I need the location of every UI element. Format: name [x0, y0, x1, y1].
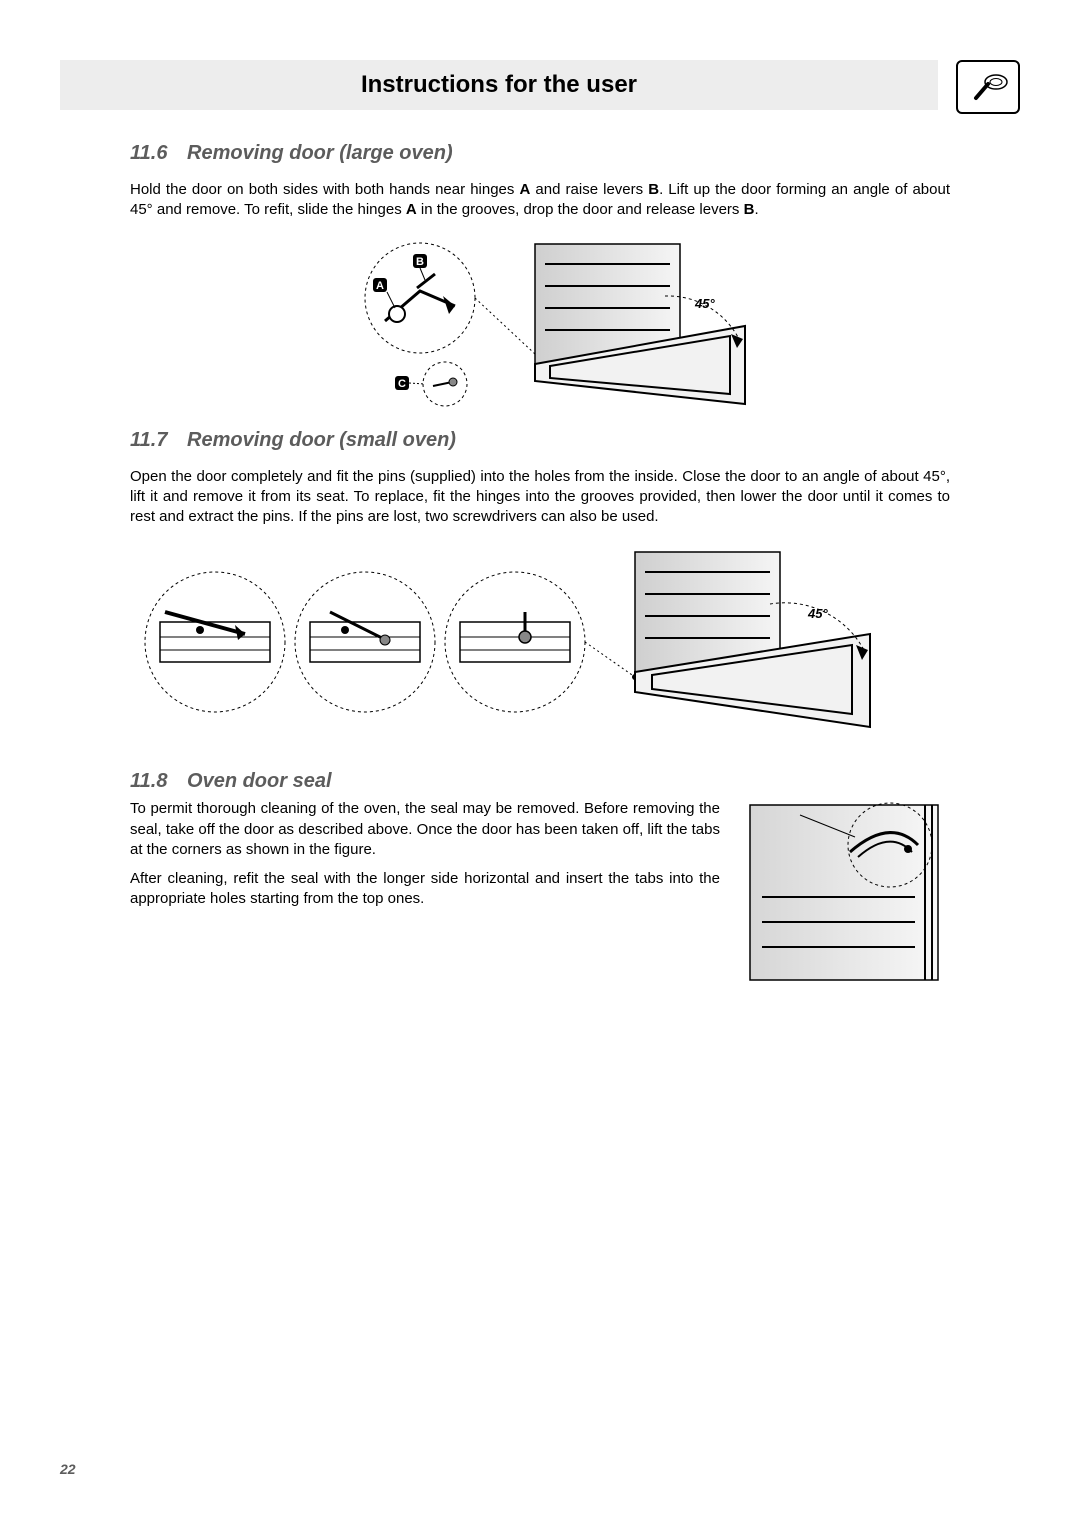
- section-11-8-text-2: After cleaning, refit the seal with the …: [130, 869, 720, 910]
- section-title: Oven door seal: [187, 770, 332, 792]
- section-heading-11-8: 11.8 Oven door seal: [130, 770, 950, 793]
- section-title: Removing door (large oven): [187, 142, 453, 164]
- section-11-8-text-1: To permit thorough cleaning of the oven,…: [130, 799, 720, 860]
- label-b: B: [416, 256, 424, 268]
- section-heading-11-6: 11.6 Removing door (large oven): [130, 142, 950, 165]
- section-number: 11.7: [130, 429, 167, 451]
- page-content: 11.6 Removing door (large oven) Hold the…: [60, 142, 1020, 987]
- section-title: Removing door (small oven): [187, 429, 456, 451]
- section-11-7-text: Open the door completely and fit the pin…: [130, 467, 950, 528]
- figure-11-8: [740, 797, 950, 987]
- label-c: C: [398, 378, 406, 390]
- manual-page: Instructions for the user 11.6 Removing …: [0, 0, 1080, 1527]
- instructions-oven-icon: [956, 60, 1020, 114]
- angle-label-2: 45°: [807, 606, 828, 621]
- section-number: 11.6: [130, 142, 167, 164]
- page-number: 22: [60, 1461, 76, 1477]
- section-11-6-text: Hold the door on both sides with both ha…: [130, 180, 950, 221]
- section-number: 11.8: [130, 770, 167, 792]
- figure-11-7: 45°: [130, 542, 950, 752]
- section-heading-11-7: 11.7 Removing door (small oven): [130, 429, 950, 452]
- label-a: A: [376, 280, 384, 292]
- header-title-bar: Instructions for the user: [60, 60, 938, 110]
- angle-label: 45°: [694, 296, 715, 311]
- header-title: Instructions for the user: [361, 71, 637, 99]
- page-header: Instructions for the user: [60, 60, 1020, 114]
- figure-11-6: 45° B A C: [130, 236, 950, 411]
- section-11-8-body: To permit thorough cleaning of the oven,…: [130, 797, 950, 987]
